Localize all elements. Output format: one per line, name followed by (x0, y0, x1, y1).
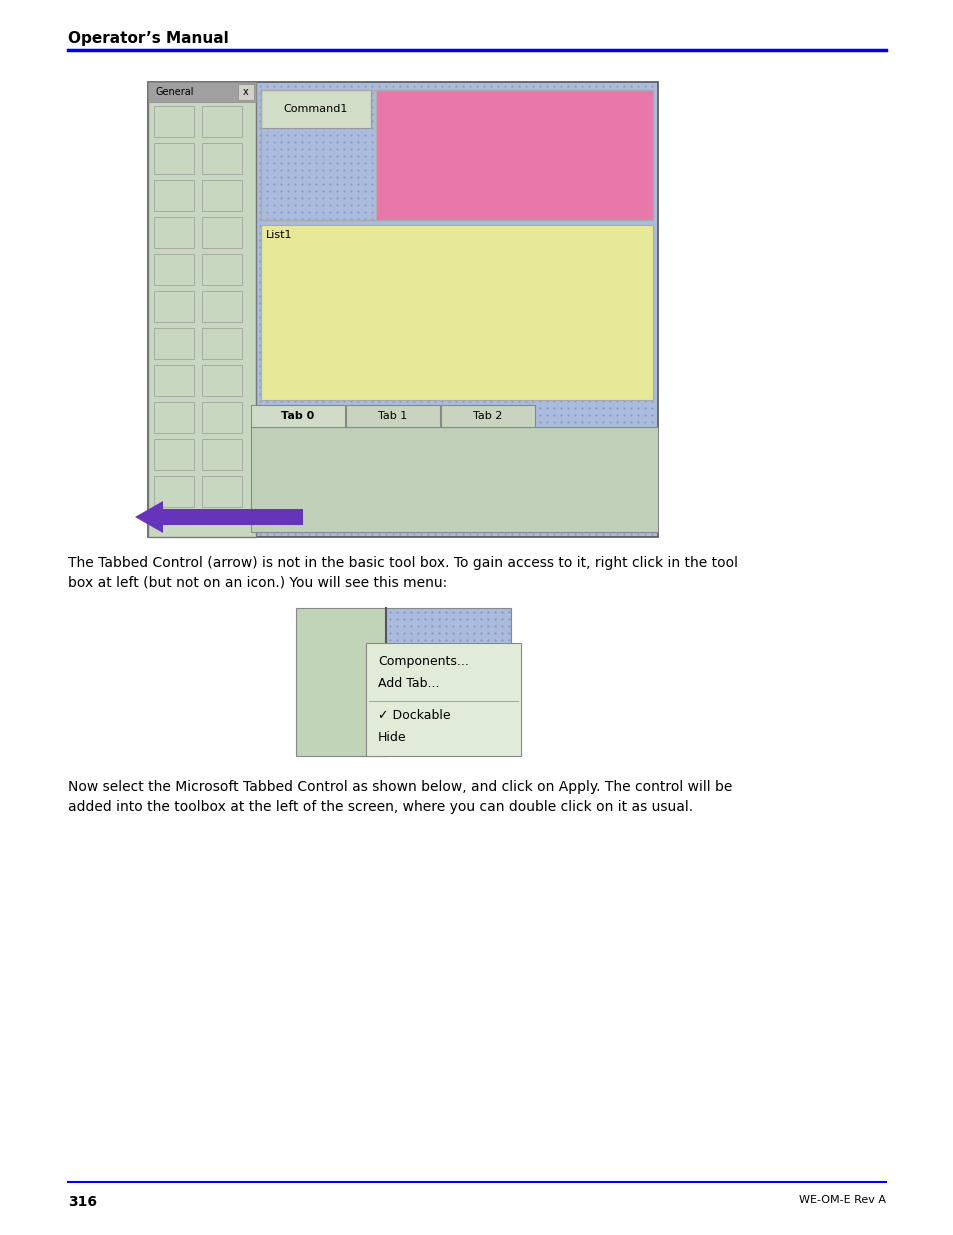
Bar (202, 254, 242, 285)
Bar (295, 608, 386, 756)
Bar (202, 438, 242, 471)
Text: Operator’s Manual: Operator’s Manual (68, 31, 229, 46)
Bar (148, 82, 255, 537)
Bar (202, 180, 242, 211)
Bar (202, 475, 242, 508)
Bar (148, 82, 658, 537)
Bar (202, 217, 242, 248)
Bar (202, 106, 242, 137)
Bar (375, 90, 652, 220)
Bar (148, 82, 255, 103)
Bar (202, 366, 242, 396)
Bar (153, 143, 193, 174)
Text: Components...: Components... (377, 655, 468, 668)
Text: The Tabbed Control (arrow) is not in the basic tool box. To gain access to it, r: The Tabbed Control (arrow) is not in the… (68, 556, 738, 589)
Bar (261, 90, 371, 128)
Text: Now select the Microsoft Tabbed Control as shown below, and click on Apply. The : Now select the Microsoft Tabbed Control … (68, 781, 732, 814)
Text: General: General (156, 86, 194, 98)
Bar (251, 405, 345, 427)
Bar (153, 329, 193, 359)
Text: Tab 2: Tab 2 (473, 411, 502, 421)
Text: WE-OM-E Rev A: WE-OM-E Rev A (799, 1195, 885, 1205)
Bar (366, 643, 520, 756)
Text: 316: 316 (68, 1195, 97, 1209)
Bar (153, 254, 193, 285)
Text: Tab 0: Tab 0 (281, 411, 314, 421)
Bar (346, 405, 439, 427)
Bar (153, 366, 193, 396)
Text: Command1: Command1 (283, 104, 348, 114)
Bar (153, 291, 193, 322)
Bar (261, 225, 652, 400)
FancyArrow shape (135, 501, 303, 534)
Bar (202, 143, 242, 174)
Bar (153, 106, 193, 137)
Bar (202, 403, 242, 433)
Text: Tab 1: Tab 1 (378, 411, 407, 421)
Bar (153, 438, 193, 471)
Bar (261, 90, 652, 220)
Text: x: x (243, 86, 249, 98)
Bar (251, 427, 658, 532)
Bar (153, 180, 193, 211)
Bar (202, 329, 242, 359)
Bar (237, 84, 253, 100)
Text: ✓ Dockable: ✓ Dockable (377, 709, 450, 722)
Bar (386, 608, 511, 648)
Bar (153, 475, 193, 508)
Bar (153, 217, 193, 248)
Bar (202, 291, 242, 322)
Text: Add Tab...: Add Tab... (377, 677, 439, 690)
Bar (440, 405, 535, 427)
Bar (153, 403, 193, 433)
Text: Hide: Hide (377, 731, 406, 743)
Text: List1: List1 (266, 230, 293, 240)
